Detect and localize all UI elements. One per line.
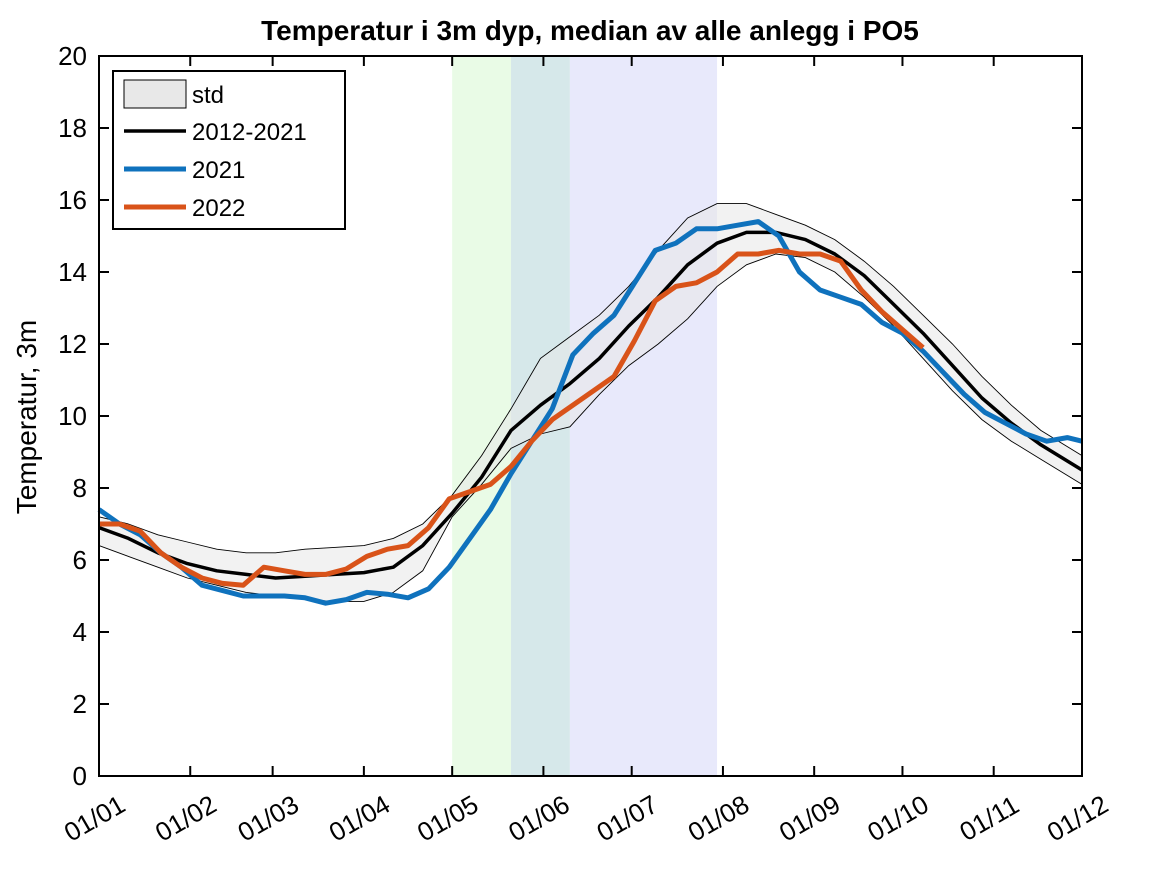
y-tick-label: 10 [58, 401, 87, 431]
std-band [99, 203, 1082, 602]
legend-swatch-std [123, 79, 187, 109]
legend: std 2012-2021 2021 2022 [112, 70, 346, 230]
series-line-2022 [99, 247, 925, 588]
y-tick-label: 20 [58, 41, 87, 71]
y-tick-label: 12 [58, 329, 87, 359]
series-line-2021 [97, 219, 1083, 606]
series-line-2012-2021 [98, 230, 1083, 580]
legend-label-2021: 2021 [192, 157, 245, 184]
y-tick-label: 4 [73, 617, 87, 647]
y-tick-label: 18 [58, 113, 87, 143]
y-tick-label: 16 [58, 185, 87, 215]
chart-title: Temperatur i 3m dyp, median av alle anle… [261, 15, 919, 46]
y-axis-label: Temperatur, 3m [11, 320, 42, 515]
std-band-upper-edge [98, 203, 1083, 554]
shaded-region-1 [452, 56, 512, 776]
shaded-region-3 [569, 56, 718, 776]
legend-label-2022: 2022 [192, 195, 245, 222]
y-tick-label: 14 [58, 257, 87, 287]
shaded-regions [452, 56, 718, 776]
legend-label-2012-2021: 2012-2021 [192, 119, 307, 146]
y-tick-label: 0 [73, 761, 87, 791]
y-tick-label: 8 [73, 473, 87, 503]
series-layer [97, 219, 1083, 606]
y-tick-label: 6 [73, 545, 87, 575]
legend-label-std: std [192, 82, 224, 109]
y-tick-label: 2 [73, 689, 87, 719]
